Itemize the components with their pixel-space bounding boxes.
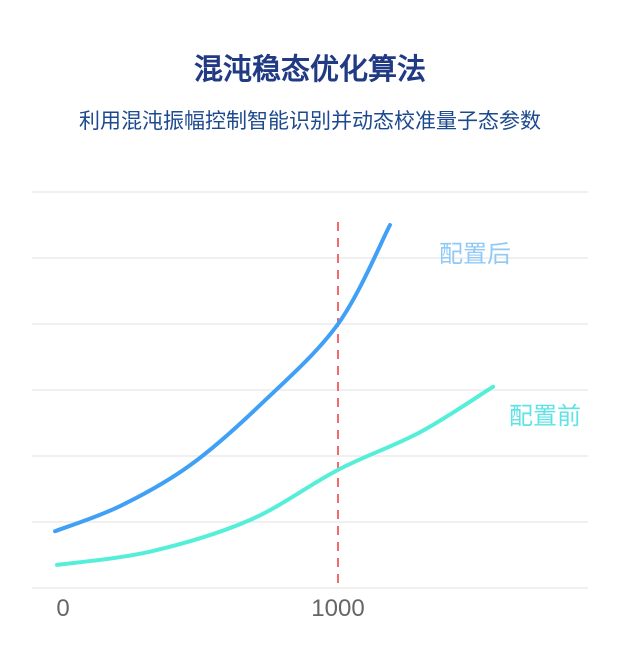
- series-label-2: 配置前: [509, 402, 581, 430]
- series-line-2: [54, 384, 496, 567]
- x-tick-label: 0: [56, 595, 69, 622]
- series-line-1: [53, 223, 392, 534]
- chart-title: 混沌稳态优化算法: [193, 52, 426, 86]
- chart-subtitle: 利用混沌振幅控制智能识别并动态校准量子态参数: [79, 109, 541, 133]
- x-tick-label: 1000: [311, 595, 364, 622]
- series-label-1: 配置后: [439, 240, 511, 268]
